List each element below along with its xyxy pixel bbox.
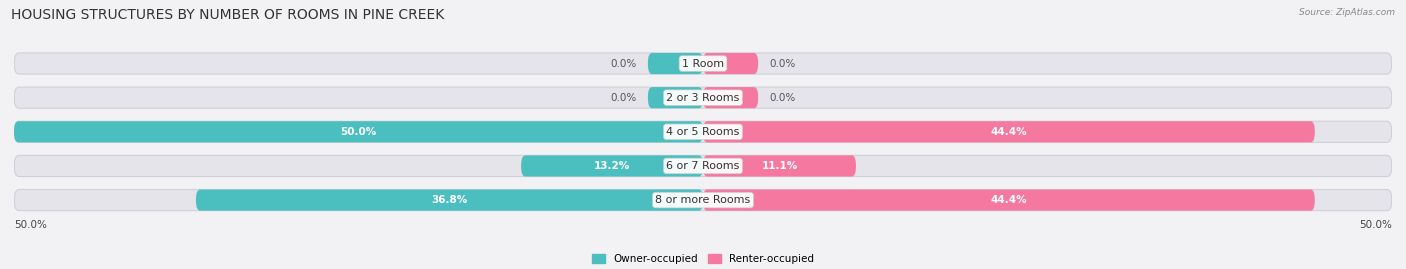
FancyBboxPatch shape [14, 121, 1392, 142]
Text: 8 or more Rooms: 8 or more Rooms [655, 195, 751, 205]
Text: 13.2%: 13.2% [593, 161, 630, 171]
FancyBboxPatch shape [648, 53, 703, 74]
Text: 0.0%: 0.0% [769, 59, 796, 69]
Text: 2 or 3 Rooms: 2 or 3 Rooms [666, 93, 740, 103]
Text: 0.0%: 0.0% [610, 93, 637, 103]
Text: 0.0%: 0.0% [769, 93, 796, 103]
FancyBboxPatch shape [703, 189, 1315, 211]
Text: 44.4%: 44.4% [991, 195, 1028, 205]
Text: 0.0%: 0.0% [610, 59, 637, 69]
FancyBboxPatch shape [14, 121, 703, 142]
Text: 50.0%: 50.0% [340, 127, 377, 137]
FancyBboxPatch shape [14, 189, 1392, 211]
FancyBboxPatch shape [703, 155, 856, 176]
Text: 50.0%: 50.0% [14, 220, 46, 230]
Text: HOUSING STRUCTURES BY NUMBER OF ROOMS IN PINE CREEK: HOUSING STRUCTURES BY NUMBER OF ROOMS IN… [11, 8, 444, 22]
Text: 50.0%: 50.0% [1360, 220, 1392, 230]
FancyBboxPatch shape [14, 53, 1392, 74]
Text: 1 Room: 1 Room [682, 59, 724, 69]
FancyBboxPatch shape [14, 87, 1392, 108]
Text: 11.1%: 11.1% [761, 161, 797, 171]
Legend: Owner-occupied, Renter-occupied: Owner-occupied, Renter-occupied [591, 253, 815, 265]
FancyBboxPatch shape [522, 155, 703, 176]
Text: 6 or 7 Rooms: 6 or 7 Rooms [666, 161, 740, 171]
FancyBboxPatch shape [14, 155, 1392, 176]
Text: 4 or 5 Rooms: 4 or 5 Rooms [666, 127, 740, 137]
FancyBboxPatch shape [195, 189, 703, 211]
FancyBboxPatch shape [703, 87, 758, 108]
FancyBboxPatch shape [703, 121, 1315, 142]
FancyBboxPatch shape [703, 53, 758, 74]
Text: 44.4%: 44.4% [991, 127, 1028, 137]
Text: 36.8%: 36.8% [432, 195, 468, 205]
Text: Source: ZipAtlas.com: Source: ZipAtlas.com [1299, 8, 1395, 17]
FancyBboxPatch shape [648, 87, 703, 108]
